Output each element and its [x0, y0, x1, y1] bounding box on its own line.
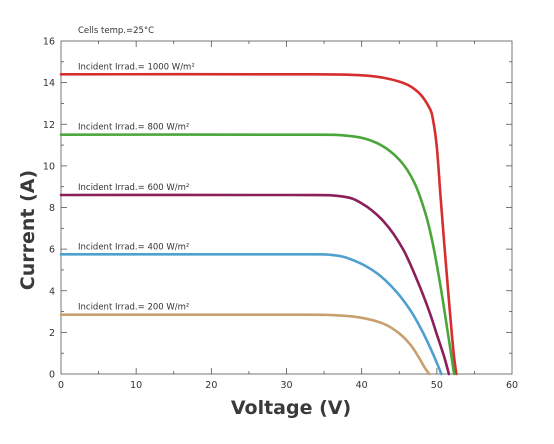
x-tick-label: 40	[356, 380, 368, 391]
y-axis-ticks: 0 2 4 6 8 10 12 14 16	[43, 37, 512, 381]
curve-labels: Incident Irrad.= 1000 W/m² Incident Irrad…	[78, 62, 195, 312]
x-tick-label: 0	[58, 380, 64, 391]
y-tick-label: 4	[49, 286, 55, 297]
x-tick-label: 20	[205, 380, 217, 391]
y-tick-label: 0	[49, 370, 55, 381]
plot-area	[60, 40, 513, 375]
series-label-2: Incident Irrad.= 600 W/m²	[78, 183, 189, 193]
series-line-3	[59, 252, 443, 376]
x-axis-title: Voltage (V)	[231, 397, 351, 419]
series-line-0	[59, 72, 458, 376]
y-tick-label: 2	[49, 328, 55, 339]
y-tick-label: 16	[43, 37, 55, 48]
series-label-0: Incident Irrad.= 1000 W/m²	[78, 62, 195, 72]
x-tick-label: 50	[431, 380, 443, 391]
series-line-4	[59, 313, 431, 376]
y-tick-label: 8	[49, 203, 55, 214]
series-line-2	[59, 193, 451, 376]
x-tick-label: 60	[506, 380, 518, 391]
x-tick-label: 30	[280, 380, 292, 391]
series-label-1: Incident Irrad.= 800 W/m²	[78, 123, 189, 133]
series-label-3: Incident Irrad.= 400 W/m²	[78, 242, 189, 252]
temperature-annotation: Cells temp.=25°C	[78, 26, 154, 36]
y-tick-label: 10	[43, 161, 55, 172]
y-axis-title: Current (A)	[17, 170, 39, 290]
y-tick-label: 6	[49, 245, 55, 256]
x-tick-label: 10	[130, 380, 142, 391]
curves	[59, 72, 458, 376]
x-axis-ticks: 0 10 20 30 40 50 60	[58, 41, 518, 391]
y-tick-label: 12	[43, 120, 55, 131]
y-tick-label: 14	[43, 78, 55, 89]
series-label-4: Incident Irrad.= 200 W/m²	[78, 303, 189, 313]
series-line-1	[59, 133, 456, 376]
